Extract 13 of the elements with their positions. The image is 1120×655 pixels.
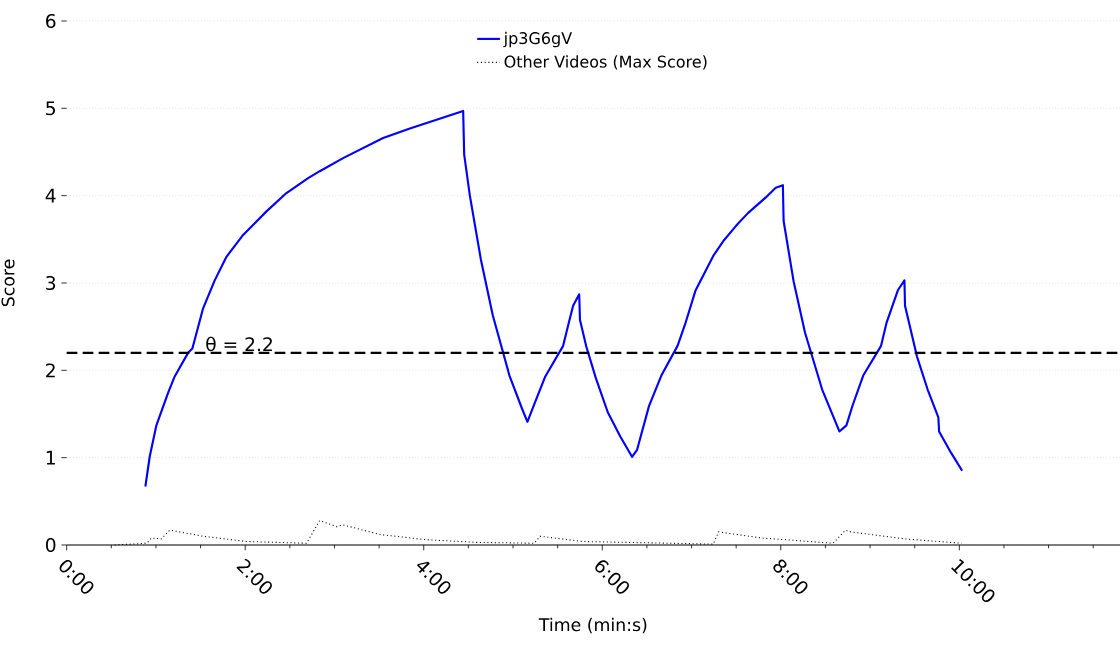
y-tick-label: 4 <box>45 188 56 203</box>
y-tick-label: 3 <box>46 275 56 291</box>
y-tick-label: 2 <box>46 363 55 378</box>
line-series <box>144 109 964 488</box>
y-tick-label: 6 <box>46 13 56 29</box>
legend-label: jp3G6gV <box>503 31 572 48</box>
y-tick-label: 5 <box>46 101 55 116</box>
ref-line-label: θ = 2.2 <box>206 336 272 352</box>
y-axis-title: Score <box>1 259 15 307</box>
x-axis-title: Time (min:s) <box>538 617 647 634</box>
y-tick-label: 0 <box>45 537 56 553</box>
y-tick-label: 1 <box>46 450 55 465</box>
legend-label: Other Videos (Max Score) <box>504 55 707 70</box>
